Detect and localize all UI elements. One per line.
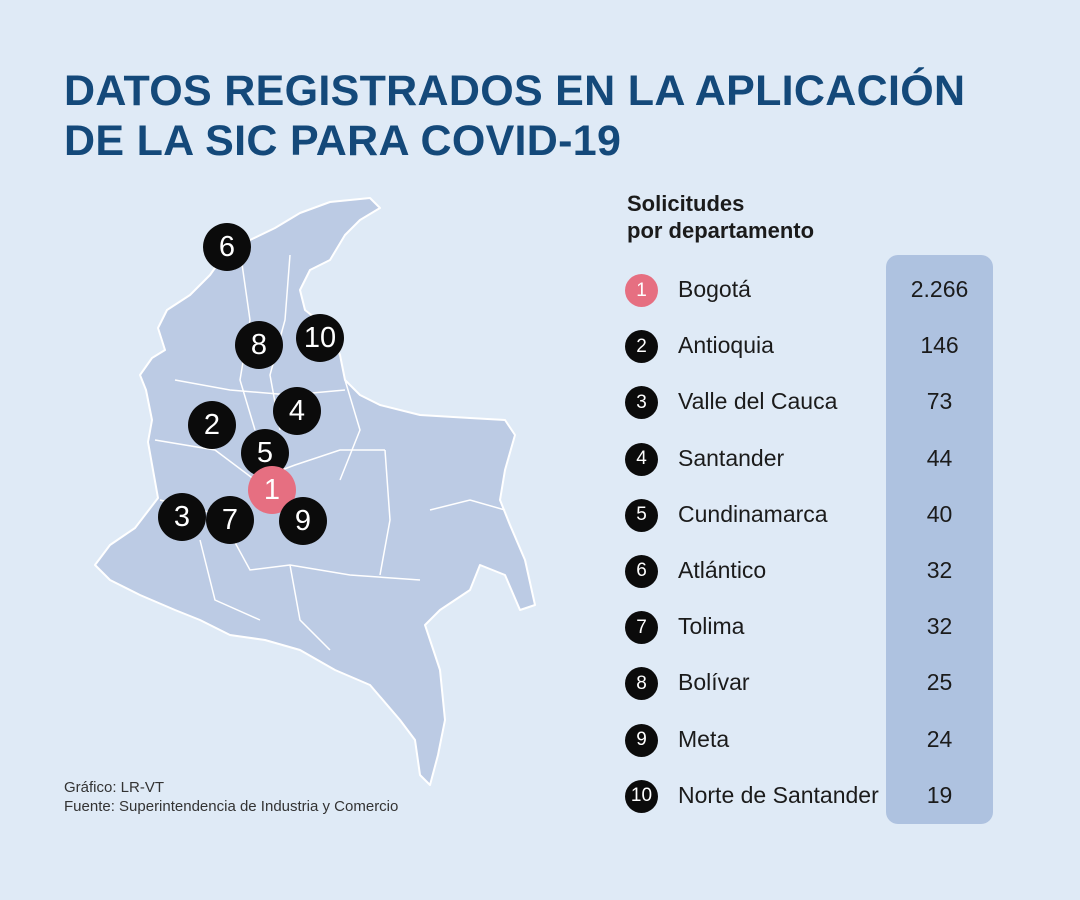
graphic-credit: Gráfico: LR-VT [64,779,165,796]
rank-badge: 10 [625,779,658,813]
legend-heading-line-2: por departamento [627,218,815,243]
map-pin-8: 8 [235,321,283,369]
rank-badge: 2 [625,330,658,364]
page-title: DATOS REGISTRADOS EN LA APLICACIÓN DE LA… [64,66,1024,166]
rank-badge: 9 [625,723,658,757]
department-name: Norte de Santander [678,781,879,808]
legend-row: 6 Atlántico 32 [624,543,1004,599]
source-credit: Fuente: Superintendencia de Industria y … [64,798,399,815]
request-count: 32 [926,556,953,583]
request-count: 32 [926,613,953,640]
rank-badge: 4 [625,442,658,476]
legend-row: 9 Meta 24 [624,712,1004,768]
map-pin-2: 2 [188,401,236,449]
request-count: 19 [926,781,953,808]
department-name: Santander [678,444,785,471]
department-name: Bogotá [678,276,751,302]
rank-badge: 3 [625,386,658,420]
department-name: Valle del Cauca [678,388,838,415]
legend-row: 4 Santander 44 [624,431,1004,487]
legend-list: 1 Bogotá 2.266 2 Antioquia 146 3 Valle d… [624,262,1004,824]
map-pin-9: 9 [279,497,327,545]
request-count: 146 [920,332,959,359]
credits: Gráfico: LR-VT Fuente: Superintendencia … [64,778,398,816]
map-pin-4: 4 [273,387,321,435]
department-name: Cundinamarca [678,500,828,527]
rank-badge: 7 [625,611,658,645]
request-count: 2.266 [910,276,969,302]
title-line-2: DE LA SIC PARA COVID-19 [64,117,622,165]
legend-heading-line-1: Solicitudes [627,191,745,216]
department-name: Tolima [678,613,745,640]
department-name: Atlántico [678,556,767,583]
legend-heading: Solicitudes por departamento [627,190,814,244]
legend-row: 5 Cundinamarca 40 [624,487,1004,543]
rank-badge: 8 [625,667,658,701]
value-column-background [886,255,993,824]
rank-badge: 1 [625,274,658,307]
country-outline [94,197,536,786]
rank-badge: 5 [625,498,658,532]
rank-badge: 6 [625,554,658,588]
department-name: Meta [678,725,730,752]
legend-row: 3 Valle del Cauca 73 [624,374,1004,430]
legend-row: 1 Bogotá 2.266 [624,262,1004,318]
request-count: 24 [926,725,953,752]
request-count: 73 [926,388,953,415]
map-pin-3: 3 [158,493,206,541]
request-count: 40 [926,500,953,527]
request-count: 25 [926,669,953,696]
title-line-1: DATOS REGISTRADOS EN LA APLICACIÓN [64,67,966,115]
department-name: Bolívar [678,669,750,696]
department-name: Antioquia [678,332,774,359]
map-pin-10: 10 [296,314,344,362]
legend-row: 8 Bolívar 25 [624,655,1004,711]
legend-row: 2 Antioquia 146 [624,318,1004,374]
legend-row: 10 Norte de Santander 19 [624,768,1004,824]
map-pin-7: 7 [206,496,254,544]
legend-row: 7 Tolima 32 [624,599,1004,655]
map-pin-6: 6 [203,223,251,271]
request-count: 44 [926,444,953,471]
